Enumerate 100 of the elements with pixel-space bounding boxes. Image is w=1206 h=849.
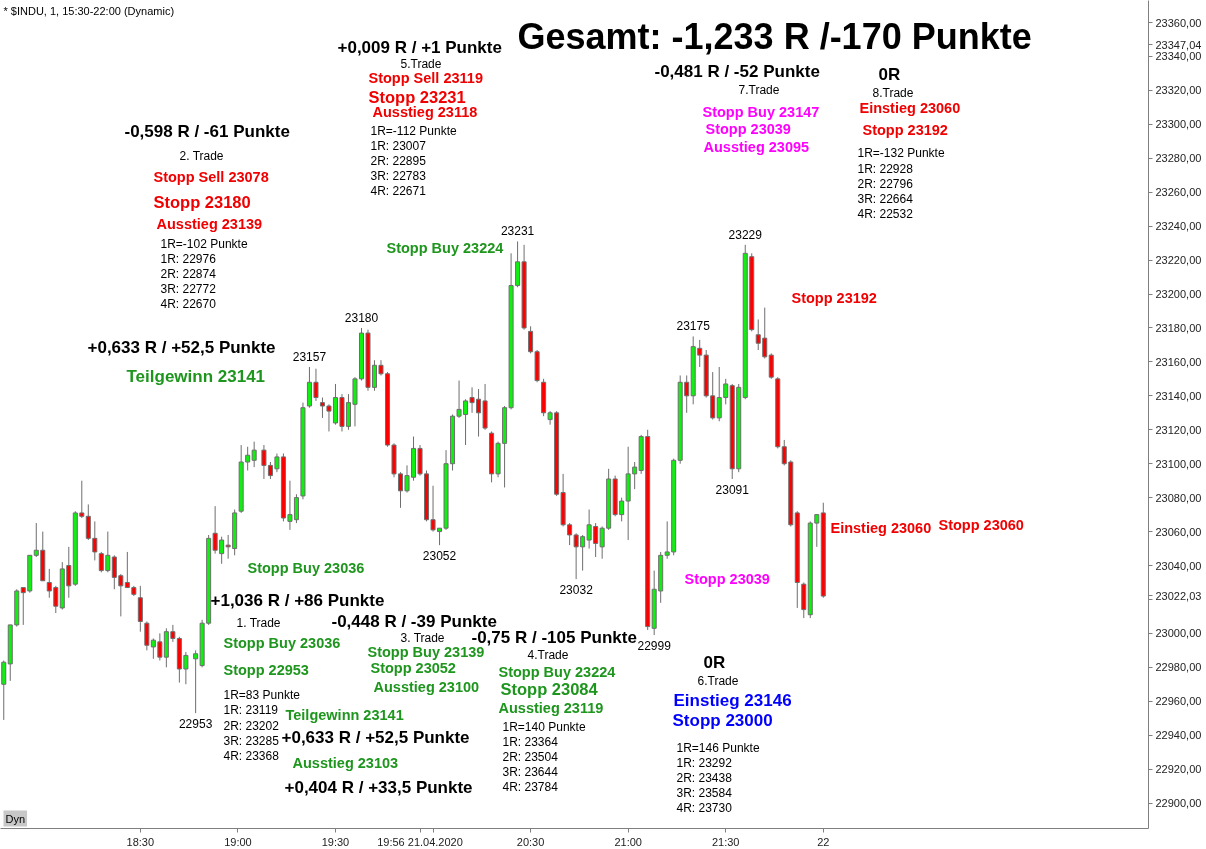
candlestick (814, 514, 820, 548)
y-tick-label: 23040,00 (1155, 559, 1202, 572)
annotation: -0,481 R / -52 Punkte (654, 62, 820, 81)
annotation: 0R (703, 653, 726, 672)
y-tick-label: 23360,00 (1155, 16, 1202, 29)
annotation: 3R: 22664 (857, 191, 914, 206)
annotation: 1R: 22928 (857, 161, 914, 176)
annotation: Stopp 23192 (862, 121, 948, 138)
y-tick-label: 23300,00 (1155, 118, 1202, 131)
annotation: 23052 (422, 549, 457, 564)
x-tick-label: 19:00 (224, 835, 252, 848)
annotation: -0,598 R / -61 Punkte (124, 122, 290, 141)
y-tick-label: 23180,00 (1155, 321, 1202, 334)
y-tick-label: 23080,00 (1155, 491, 1202, 504)
annotation: Einstieg 23146 (673, 691, 792, 710)
annotation: 23229 (728, 227, 763, 242)
y-tick-label: 22980,00 (1155, 661, 1202, 674)
annotation: 1R: 23007 (370, 138, 427, 153)
annotation: 2R: 22874 (160, 266, 217, 281)
annotation: Dyn (5, 812, 26, 825)
x-tick-label: 19:56 21.04.2020 (377, 835, 463, 848)
annotation: Ausstieg 23119 (498, 699, 604, 716)
annotation: Ausstieg 23100 (373, 678, 480, 695)
chart-subtitle: * $INDU, 1, 15:30-22:00 (Dynamic) (3, 4, 175, 17)
annotation: 3R: 23285 (223, 733, 280, 748)
y-tick-label: 22900,00 (1155, 797, 1202, 810)
annotation: Stopp 23231 (368, 87, 466, 106)
annotation: Teilgewinn 23141 (285, 706, 404, 723)
annotation: Stopp Buy 23224 (386, 239, 504, 256)
annotation: 1R=-132 Punkte (857, 145, 945, 160)
annotation: 3R: 23584 (676, 785, 733, 800)
annotation: 2. Trade (179, 148, 224, 163)
y-tick-label: 23320,00 (1155, 84, 1202, 97)
annotation: 2R: 22895 (370, 153, 427, 168)
annotation: 5.Trade (400, 56, 442, 71)
annotation: Stopp 23180 (153, 192, 251, 211)
y-tick-label: 23240,00 (1155, 220, 1202, 233)
y-tick-label: 23120,00 (1155, 423, 1202, 436)
annotation: +1,036 R / +86 Punkte (210, 591, 385, 610)
x-tick-label: 20:30 (516, 835, 545, 848)
annotation: 4R: 22532 (857, 206, 914, 221)
x-tick-label: 19:30 (321, 835, 350, 848)
annotation: 23157 (292, 349, 327, 364)
annotation: 4R: 23730 (676, 800, 733, 815)
x-tick-label: 22 (817, 835, 830, 848)
x-tick-label: 21:30 (711, 835, 740, 848)
annotation: 4.Trade (527, 647, 569, 662)
annotation: +0,009 R / +1 Punkte (337, 38, 502, 57)
y-tick-label: 23200,00 (1155, 288, 1202, 301)
annotation: Stopp 23084 (500, 679, 599, 698)
annotation: 4R: 23368 (223, 748, 280, 763)
annotation: Stopp Sell 23119 (368, 69, 483, 86)
annotation: 0R (878, 65, 901, 84)
annotation: Stopp Sell 23078 (153, 168, 269, 185)
annotation: 23231 (500, 224, 535, 239)
annotation: 3. Trade (400, 630, 445, 645)
annotation: Ausstieg 23095 (703, 138, 810, 155)
candlestick (632, 461, 638, 490)
annotation: 23175 (676, 319, 711, 334)
candlestick (768, 352, 774, 380)
annotation: Stopp 23039 (705, 120, 791, 137)
annotation: 2R: 22796 (857, 176, 914, 191)
y-tick-label: 22920,00 (1155, 763, 1202, 776)
annotation: 23032 (559, 583, 594, 598)
annotation: Stopp 23192 (791, 289, 877, 306)
annotation: 4R: 22670 (160, 296, 217, 311)
annotation: 3R: 23644 (502, 764, 559, 779)
annotation: 6.Trade (697, 673, 739, 688)
annotation: 23180 (344, 310, 379, 325)
annotation: Stopp Buy 23036 (223, 634, 341, 651)
candlestick (137, 585, 143, 633)
annotation: 3R: 22783 (370, 168, 427, 183)
annotation: Ausstieg 23103 (292, 754, 399, 771)
y-tick-label: 23260,00 (1155, 186, 1202, 199)
text: Gesamt: -1,233 R /-170 Punkte (517, 16, 1032, 57)
annotation: Stopp 23039 (684, 570, 770, 587)
annotation: Einstieg 23060 (830, 519, 932, 536)
annotation: 4R: 23784 (502, 779, 559, 794)
annotation: 22999 (637, 639, 672, 654)
annotation: 1R: 23292 (676, 755, 733, 770)
annotation: Ausstieg 23139 (156, 215, 263, 232)
y-tick-label: 23100,00 (1155, 457, 1202, 470)
annotation: 2R: 23504 (502, 749, 559, 764)
annotation: 1R=-102 Punkte (160, 236, 248, 251)
annotation: +0,633 R / +52,5 Punkte (87, 338, 276, 357)
annotation: +0,404 R / +33,5 Punkte (284, 778, 473, 797)
annotation: Stopp 23060 (938, 516, 1024, 533)
annotation: 1R=83 Punkte (223, 687, 301, 702)
annotation: 3R: 22772 (160, 281, 217, 296)
annotation: 1R: 23119 (223, 702, 279, 717)
y-tick-label: 23220,00 (1155, 254, 1202, 267)
y-tick-label: 23022,03 (1155, 590, 1202, 602)
y-tick-label: 22960,00 (1155, 695, 1202, 708)
annotation: -0,448 R / -39 Punkte (331, 612, 497, 631)
annotation: 4R: 22671 (370, 183, 427, 198)
annotation: 1R=-112 Punkte (370, 123, 457, 138)
candlestick (664, 520, 670, 560)
y-tick-label: 23340,00 (1155, 50, 1202, 63)
annotation: Stopp 22953 (223, 661, 309, 678)
annotation: Stopp Buy 23036 (247, 559, 365, 576)
